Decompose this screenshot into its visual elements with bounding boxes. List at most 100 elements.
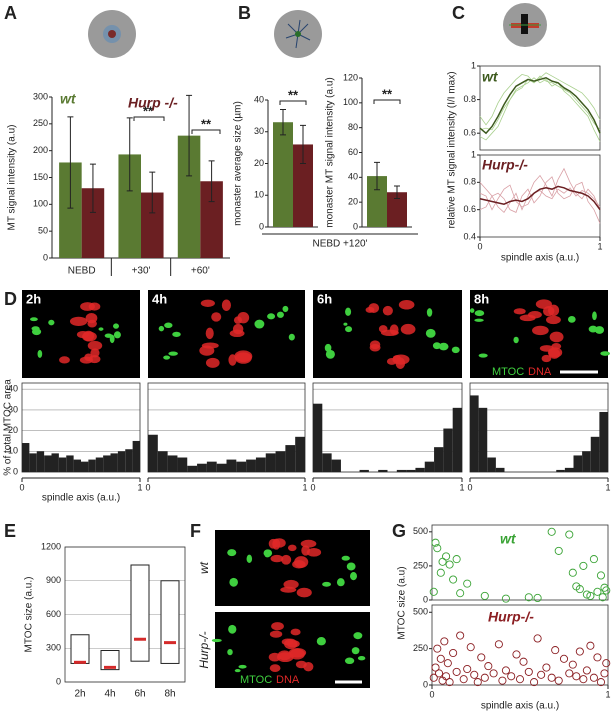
error-bar: [374, 161, 380, 191]
y-tick-label: 20: [8, 425, 18, 435]
point: [582, 590, 591, 599]
histogram-bar: [157, 451, 168, 472]
histogram-bar: [415, 467, 425, 472]
histogram-bar: [187, 465, 198, 472]
x-tick-label: +60': [191, 266, 210, 277]
mtoc: [238, 664, 247, 669]
point: [489, 669, 498, 678]
y-tick-label: 0.6: [463, 128, 476, 138]
histogram-bar: [117, 451, 126, 472]
mtoc: [567, 315, 576, 323]
chromosome: [271, 622, 284, 631]
icon-b: [274, 10, 322, 58]
mtoc: [282, 305, 289, 313]
point: [436, 568, 445, 577]
histogram-bar: [177, 457, 188, 472]
micrograph: [215, 530, 370, 606]
range-box: [130, 564, 150, 662]
y-tick-label: 100: [33, 199, 48, 209]
point: [579, 561, 588, 570]
point: [593, 653, 602, 662]
histogram-bar: [36, 451, 45, 472]
point: [568, 660, 577, 669]
histogram-bar: [556, 469, 565, 472]
y-tick-label: 40: [254, 94, 264, 104]
mtoc: [345, 326, 353, 333]
chromosome: [380, 329, 399, 337]
x-tick-label: 0: [145, 482, 150, 492]
histogram-bar: [88, 459, 96, 472]
chromosome: [546, 315, 561, 325]
mtoc: [164, 322, 173, 329]
histogram-bar: [246, 459, 256, 472]
y-tick-label: 0: [56, 676, 61, 686]
mtoc: [346, 562, 356, 571]
chromosome: [270, 554, 284, 563]
histogram-bar: [125, 449, 133, 472]
mtoc: [211, 638, 222, 643]
x-tick-label: 1: [137, 482, 142, 492]
point: [429, 587, 438, 596]
significance-bracket: [133, 116, 165, 121]
significance-bracket: [373, 99, 401, 104]
point: [515, 675, 525, 684]
point: [596, 571, 606, 580]
error-bar: [149, 171, 156, 214]
x-tick-label: 0: [477, 241, 482, 251]
point: [431, 663, 440, 672]
mtoc: [474, 310, 485, 317]
bar: [273, 122, 293, 227]
chromosome: [395, 357, 406, 369]
y-tick-label: 1: [471, 149, 476, 159]
y-tick-label: 60: [348, 147, 358, 157]
histogram-bar: [470, 395, 479, 472]
histogram-bar: [236, 461, 247, 472]
point: [498, 676, 507, 685]
chromosome: [272, 538, 281, 550]
chromosome: [59, 356, 70, 364]
significance: **: [382, 86, 393, 101]
panel-label: B: [238, 3, 251, 23]
chromosome: [269, 630, 283, 638]
x-tick-label: 1: [597, 241, 602, 251]
chromosome: [295, 660, 307, 669]
y-tick-label: 300: [33, 91, 48, 101]
series-label: wt: [482, 69, 499, 85]
point: [501, 666, 510, 675]
y-tick-label: 100: [343, 97, 358, 107]
mtoc: [478, 353, 488, 358]
point: [442, 672, 451, 681]
mtoc: [426, 308, 433, 317]
histogram-bar: [573, 455, 583, 472]
point: [433, 544, 442, 553]
histogram-bar: [58, 457, 67, 472]
legend-label: Hurp -/-: [128, 95, 178, 111]
y-tick-label: 900: [46, 575, 61, 585]
range-box: [160, 580, 180, 664]
mtoc: [163, 355, 171, 360]
legend-mtoc: MTOC: [492, 366, 524, 378]
histogram-bar: [478, 407, 488, 472]
point: [602, 659, 611, 668]
point: [429, 673, 438, 682]
mtoc: [264, 554, 270, 558]
chromosome: [400, 323, 416, 335]
point: [596, 678, 606, 687]
point: [477, 653, 486, 662]
y-tick-label: 0: [423, 594, 428, 604]
bar: [177, 135, 201, 258]
chromosome: [296, 587, 312, 598]
y-axis-label: monaster MT signal intensity (a.u): [325, 77, 336, 227]
chromosome: [551, 342, 562, 350]
y-tick-label: 1: [471, 60, 476, 70]
range-box: [70, 634, 90, 664]
y-tick-label: 0: [13, 466, 18, 476]
chromosome: [528, 311, 542, 319]
point: [470, 670, 479, 679]
point: [466, 643, 475, 652]
y-tick-label: 0: [423, 679, 428, 689]
y-tick-label: 0.4: [463, 231, 476, 241]
mtoc: [451, 346, 460, 354]
y-tick-label: 0: [353, 221, 358, 231]
x-tick-label: NEBD: [68, 266, 96, 277]
